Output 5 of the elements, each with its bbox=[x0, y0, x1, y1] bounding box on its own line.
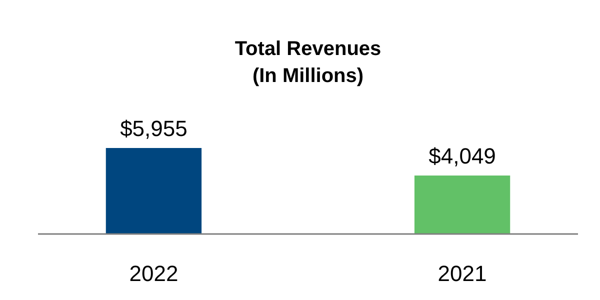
x-tick-label: 2022 bbox=[129, 261, 178, 286]
data-label: $5,955 bbox=[120, 116, 188, 141]
x-tick-label: 2021 bbox=[438, 261, 487, 286]
chart-title: Total Revenues (In Millions) bbox=[234, 38, 382, 87]
data-label: $4,049 bbox=[428, 144, 496, 169]
